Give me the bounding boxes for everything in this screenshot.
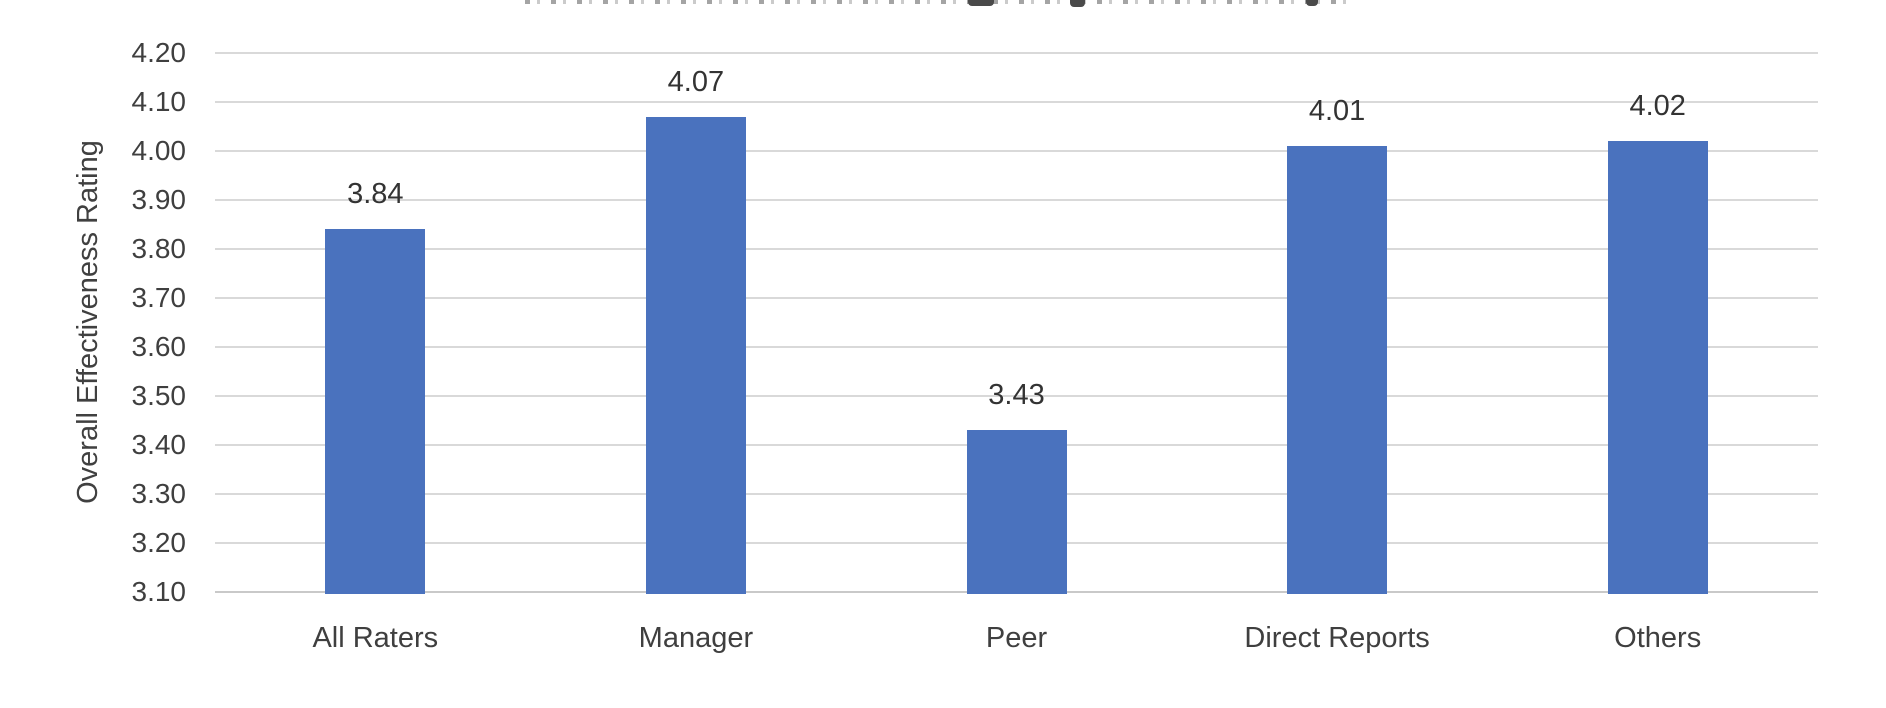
gridline: [215, 150, 1818, 152]
y-tick-label: 3.50: [131, 380, 187, 411]
y-axis-title: Overall Effectiveness Rating: [72, 140, 104, 504]
y-tick-label: 4.00: [131, 135, 187, 166]
bar-all-raters: [325, 229, 426, 594]
bar-value-label-others: 4.02: [1629, 90, 1686, 123]
gridline: [215, 199, 1818, 201]
y-tick-label: 3.20: [131, 527, 187, 558]
bar-peer: [966, 430, 1067, 594]
y-tick-label: 3.60: [131, 331, 187, 362]
gridline: [215, 248, 1818, 250]
cropped-title-remnant: [1306, 0, 1318, 6]
cropped-title-remnant: [968, 0, 994, 6]
bar-others: [1607, 141, 1708, 594]
y-tick-label: 4.20: [131, 37, 187, 68]
x-category-label-direct-reports: Direct Reports: [1244, 622, 1430, 654]
bar-direct-reports: [1287, 146, 1388, 594]
bar-manager: [645, 116, 746, 594]
bar-value-label-all-raters: 3.84: [347, 178, 404, 211]
bar-value-label-peer: 3.43: [988, 379, 1045, 412]
y-tick-label: 4.10: [131, 86, 187, 117]
gridline: [215, 297, 1818, 299]
y-tick-label: 3.40: [131, 429, 187, 460]
gridline: [215, 395, 1818, 397]
x-category-label-peer: Peer: [985, 622, 1048, 654]
y-tick-label: 3.80: [131, 233, 187, 264]
x-category-label-manager: Manager: [638, 622, 754, 654]
x-category-label-all-raters: All Raters: [312, 622, 439, 654]
cropped-title-remnant: [525, 0, 1350, 4]
y-tick-label: 3.10: [131, 576, 187, 607]
bar-value-label-manager: 4.07: [667, 65, 725, 98]
gridline: [215, 52, 1818, 54]
y-tick-label: 3.30: [131, 478, 187, 509]
bar-value-label-direct-reports: 4.01: [1308, 95, 1366, 128]
y-tick-label: 3.90: [131, 184, 187, 215]
cropped-title-remnant: [1070, 0, 1085, 7]
gridline: [215, 346, 1818, 348]
y-tick-label: 3.70: [131, 282, 187, 313]
gridline: [215, 101, 1818, 103]
x-category-label-others: Others: [1614, 622, 1702, 654]
